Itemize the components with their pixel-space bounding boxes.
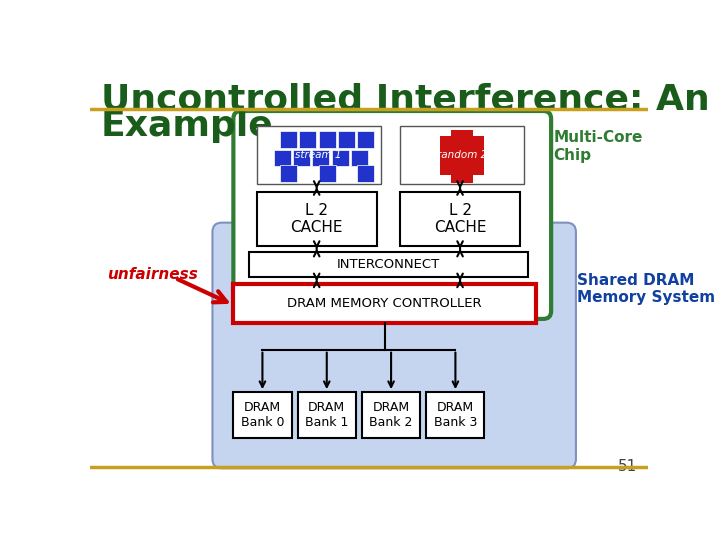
Bar bbox=[233, 284, 536, 323]
Bar bbox=[319, 165, 336, 182]
Text: stream 1: stream 1 bbox=[295, 150, 342, 160]
Bar bbox=[357, 165, 374, 182]
Bar bbox=[441, 137, 484, 175]
Bar bbox=[400, 192, 520, 246]
Text: Uncontrolled Interference: An: Uncontrolled Interference: An bbox=[101, 83, 710, 117]
Bar bbox=[233, 392, 292, 438]
Bar bbox=[400, 126, 524, 184]
Bar bbox=[362, 392, 420, 438]
Bar bbox=[451, 130, 473, 144]
FancyBboxPatch shape bbox=[233, 111, 551, 319]
Bar bbox=[426, 392, 485, 438]
Bar bbox=[319, 131, 336, 148]
Text: L 2
CACHE: L 2 CACHE bbox=[434, 202, 486, 235]
Text: DRAM MEMORY CONTROLLER: DRAM MEMORY CONTROLLER bbox=[287, 297, 482, 310]
Bar bbox=[312, 150, 330, 166]
Bar bbox=[256, 126, 381, 184]
Bar bbox=[249, 252, 528, 276]
Text: DRAM
Bank 2: DRAM Bank 2 bbox=[369, 401, 413, 429]
Bar bbox=[256, 192, 377, 246]
Bar bbox=[280, 165, 297, 182]
Bar bbox=[451, 172, 473, 183]
Text: DRAM
Bank 0: DRAM Bank 0 bbox=[240, 401, 284, 429]
Bar bbox=[357, 131, 374, 148]
Bar bbox=[293, 150, 310, 166]
Text: Multi-Core
Chip: Multi-Core Chip bbox=[554, 130, 643, 163]
Text: DRAM
Bank 1: DRAM Bank 1 bbox=[305, 401, 348, 429]
Text: L 2
CACHE: L 2 CACHE bbox=[290, 202, 343, 235]
Bar bbox=[274, 150, 291, 166]
Bar bbox=[332, 150, 349, 166]
Text: unfairness: unfairness bbox=[107, 267, 198, 282]
Bar bbox=[351, 150, 368, 166]
Text: DRAM
Bank 3: DRAM Bank 3 bbox=[433, 401, 477, 429]
Bar bbox=[297, 392, 356, 438]
Text: Example: Example bbox=[101, 109, 274, 143]
Text: 51: 51 bbox=[618, 460, 637, 475]
Bar bbox=[280, 131, 297, 148]
Bar bbox=[300, 131, 316, 148]
Text: Shared DRAM
Memory System: Shared DRAM Memory System bbox=[577, 273, 715, 305]
Bar bbox=[338, 131, 355, 148]
FancyBboxPatch shape bbox=[212, 222, 576, 468]
Text: random 2: random 2 bbox=[437, 150, 487, 160]
Text: INTERCONNECT: INTERCONNECT bbox=[337, 258, 440, 271]
